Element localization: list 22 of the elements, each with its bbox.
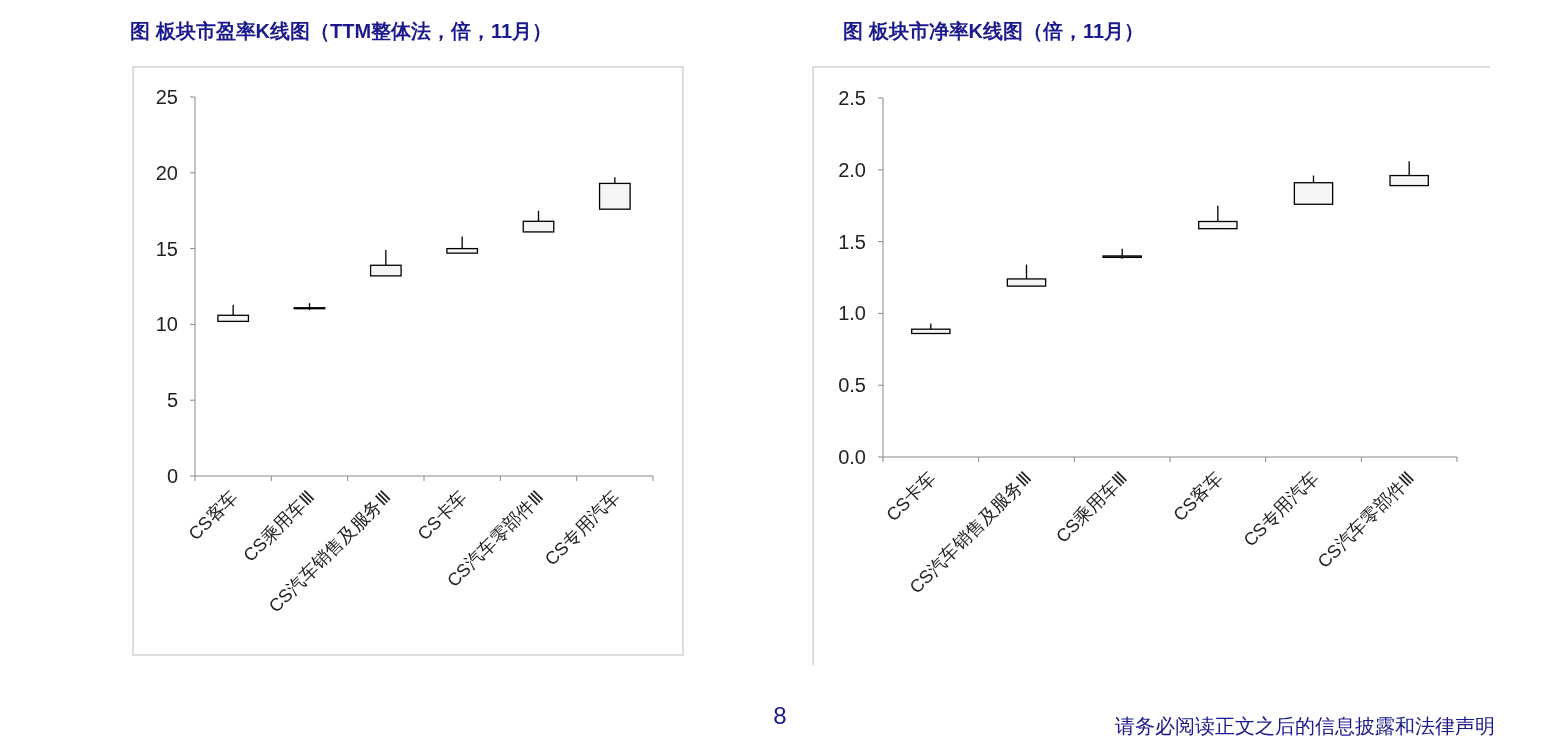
x-tick-label: CS卡车	[413, 486, 471, 544]
y-tick-label: 2.5	[838, 87, 866, 109]
y-tick-label: 0.5	[838, 374, 866, 397]
x-tick-label: CS卡车	[882, 467, 940, 525]
chart-title: 图 板块市盈率K线图（TTM整体法，倍，11月）	[130, 20, 553, 42]
y-tick-label: 1.5	[838, 230, 866, 253]
y-tick-label: 20	[155, 161, 178, 184]
y-tick-label: 0.0	[838, 446, 866, 468]
chart-title: 图 板块市净率K线图（倍，11月）	[843, 20, 1145, 42]
x-tick-label: CS乘用车Ⅲ	[1052, 467, 1131, 547]
x-tick-label: CS客车	[1169, 467, 1227, 525]
text: 8	[773, 702, 787, 729]
y-tick-label: 25	[155, 86, 178, 108]
y-tick-label: 15	[155, 237, 178, 260]
y-tick-label: 2.0	[838, 158, 866, 181]
y-tick-label: 5	[166, 389, 178, 412]
x-tick-label: CS专用汽车	[1239, 467, 1323, 551]
y-tick-label: 1.0	[838, 302, 866, 325]
text: 请务必阅读正文之后的信息披露和法律声明	[1115, 715, 1495, 737]
x-tick-label: CS客车	[184, 486, 242, 544]
y-tick-label: 10	[155, 313, 178, 336]
y-tick-label: 0	[166, 465, 178, 487]
